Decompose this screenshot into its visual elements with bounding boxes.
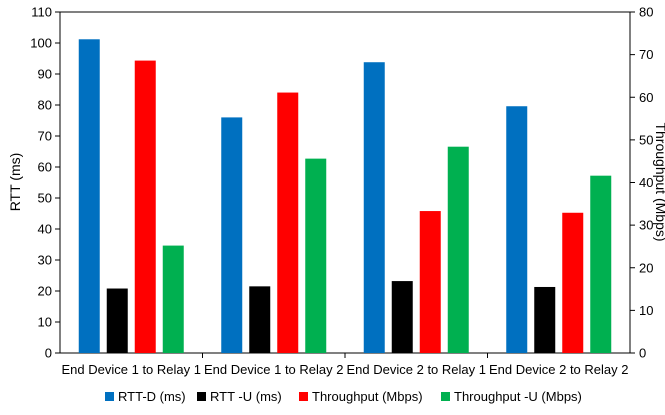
x-axis-ticks: End Device 1 to Relay 1 End Device 1 to R… [62,353,628,377]
bar [363,62,385,353]
bar [447,146,469,353]
legend: RTT-D (ms) RTT -U (ms) Throughput (Mbps) Th… [105,389,582,404]
x-tick-label: End Device 2 to Relay 1 [347,362,486,377]
bars [78,39,612,354]
legend-label: Throughput (Mbps) [312,389,423,404]
legend-swatch [105,392,114,401]
y2-tick-label: 60 [639,90,653,105]
bar [162,245,184,353]
y2-tick-label: 20 [639,260,653,275]
bar [419,211,441,353]
y2-tick-label: 40 [639,175,653,190]
bar [506,106,528,354]
left-axis-ticks: 0 10 20 30 40 50 60 70 80 90 100 110 [30,5,60,361]
bar [78,39,100,353]
y-tick-label: 110 [31,5,52,20]
legend-swatch [441,392,450,401]
legend-label: RTT-D (ms) [118,389,186,404]
y-tick-label: 20 [38,284,52,299]
y-tick-label: 100 [30,36,52,51]
y-tick-label: 40 [38,222,52,237]
y2-tick-label: 0 [639,346,646,361]
x-tick-label: End Device 1 to Relay 1 [62,362,201,377]
y2-tick-label: 30 [639,218,653,233]
bar [534,286,556,353]
y-tick-label: 60 [38,160,52,175]
legend-swatch [299,392,308,401]
x-tick-label: End Device 2 to Relay 2 [489,362,628,377]
y2-tick-label: 50 [639,132,653,147]
y-tick-label: 0 [45,346,52,361]
bar [221,117,243,354]
y-tick-label: 10 [38,315,52,330]
y-tick-label: 30 [38,253,52,268]
bar [391,281,413,353]
legend-label: Throughput -U (Mbps) [454,389,582,404]
legend-swatch [197,392,206,401]
y-axis-title: RTT (ms) [7,153,23,212]
right-axis-ticks: 0 10 20 30 40 50 60 70 80 [630,5,653,361]
y2-axis-title: Throughput (Mbps) [653,122,665,241]
bar [590,175,612,353]
y-tick-label: 90 [38,67,52,82]
bar [562,212,584,353]
y2-tick-label: 80 [639,5,653,20]
bar [277,92,299,353]
legend-label: RTT -U (ms) [210,389,282,404]
bar [134,60,156,353]
y-tick-label: 70 [38,129,52,144]
x-tick-label: End Device 1 to Relay 2 [204,362,343,377]
bar [305,158,327,353]
y-tick-label: 50 [38,191,52,206]
y2-tick-label: 10 [639,303,653,318]
bar [249,286,271,353]
y2-tick-label: 70 [639,47,653,62]
bar [106,288,128,353]
y-tick-label: 80 [38,98,52,113]
